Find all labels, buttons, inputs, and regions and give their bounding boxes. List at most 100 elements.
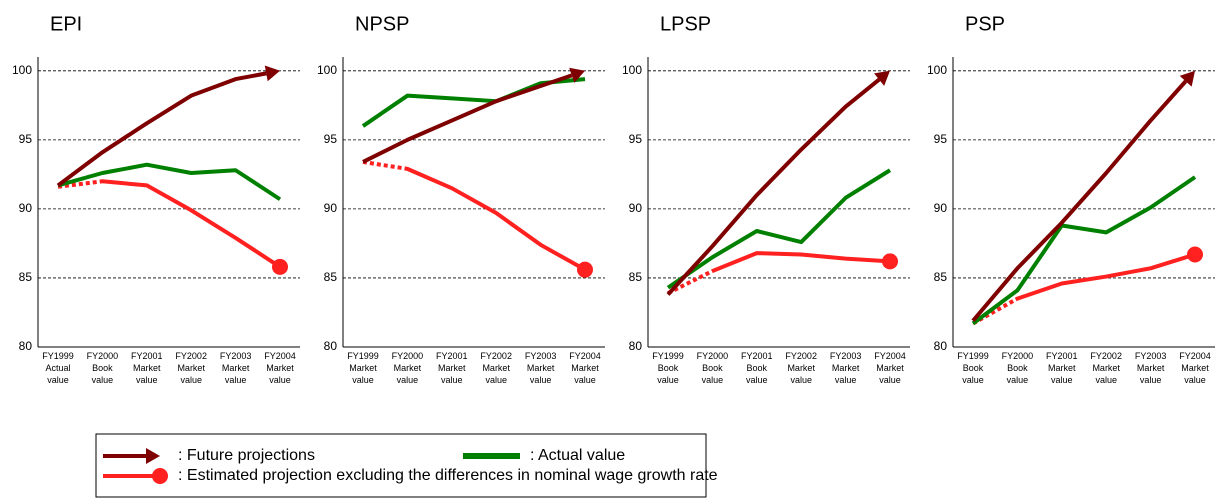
x-tick-label-line: Market	[787, 363, 815, 373]
x-tick-label-line: value	[1140, 375, 1162, 385]
x-tick-label-line: value	[1051, 375, 1073, 385]
x-tick-label-line: FY2002	[1090, 351, 1122, 361]
legend-label: : Estimated projection excluding the dif…	[178, 467, 718, 484]
x-tick-label-line: FY1999	[957, 351, 989, 361]
x-tick-label-line: Actual	[45, 363, 70, 373]
end-dot	[577, 261, 593, 278]
end-dot	[1187, 246, 1203, 263]
x-tick-label-line: Book	[702, 363, 723, 373]
x-tick-label-line: value	[180, 375, 202, 385]
legend-label: : Actual value	[530, 447, 625, 464]
legend-swatch-arrow	[146, 448, 160, 464]
x-tick-label-line: value	[397, 375, 419, 385]
y-tick-label: 85	[934, 270, 948, 284]
legend-swatch-dot	[152, 468, 168, 484]
x-tick-label-line: Market	[266, 363, 294, 373]
x-tick-label-line: Market	[438, 363, 466, 373]
x-tick-label-line: Market	[527, 363, 555, 373]
x-tick-label: FY2002 Market value	[1090, 351, 1122, 385]
y-tick-label: 80	[629, 339, 643, 353]
y-tick-label: 90	[934, 201, 948, 215]
x-tick-label-line: FY1999	[42, 351, 74, 361]
x-tick-label-line: FY1999	[652, 351, 684, 361]
y-tick-label: 95	[19, 132, 33, 146]
x-tick-label-line: FY2004	[569, 351, 601, 361]
x-tick-label: FY1999 Book value	[957, 351, 989, 385]
x-tick-label: FY1999 Market value	[347, 351, 379, 385]
y-tick-label: 90	[324, 201, 338, 215]
series-line	[666, 168, 892, 290]
x-tick-label: FY2001 Market value	[131, 351, 163, 385]
series-line	[971, 175, 1197, 326]
x-tick-label-line: value	[746, 375, 768, 385]
panel-title: EPI	[50, 13, 82, 35]
x-tick-label-line: value	[47, 375, 69, 385]
x-tick-label-line: value	[225, 375, 247, 385]
y-tick-label: 95	[629, 132, 643, 146]
x-tick-label-line: Market	[571, 363, 599, 373]
x-tick-label-line: value	[1007, 375, 1029, 385]
x-tick-label-line: FY1999	[347, 351, 379, 361]
x-tick-label-line: Book	[747, 363, 768, 373]
x-tick-label-line: FY2002	[175, 351, 207, 361]
x-tick-label-line: Market	[394, 363, 422, 373]
x-tick-label: FY2000 Book value	[697, 351, 729, 385]
x-tick-label-line: Book	[963, 363, 984, 373]
x-tick-label: FY2004 Market value	[569, 351, 601, 385]
x-tick-label: FY2001 Market value	[1046, 351, 1078, 385]
panel-title: PSP	[965, 13, 1005, 35]
x-tick-label: FY1999 Actual value	[42, 351, 74, 385]
x-tick-label-line: Book	[92, 363, 113, 373]
y-tick-label: 95	[934, 132, 948, 146]
x-tick-label: FY2004 Market value	[874, 351, 906, 385]
x-tick-label-line: value	[574, 375, 596, 385]
x-tick-label-line: FY2000	[1002, 351, 1034, 361]
end-dot	[272, 258, 288, 275]
x-tick-label-line: Book	[1007, 363, 1028, 373]
x-tick-label-line: FY2004	[1179, 351, 1211, 361]
x-tick-label-line: Market	[349, 363, 377, 373]
y-tick-label: 80	[324, 339, 338, 353]
x-tick-label-line: value	[269, 375, 291, 385]
x-tick-label-line: value	[1095, 375, 1117, 385]
x-tick-label-line: FY2000	[697, 351, 729, 361]
panel-title: LPSP	[660, 13, 711, 35]
x-tick-label-line: Market	[1181, 363, 1209, 373]
series-line	[362, 159, 586, 272]
y-tick-label: 85	[629, 270, 643, 284]
x-tick-label: FY2002 Market value	[785, 351, 817, 385]
y-tick-label: 95	[324, 132, 338, 146]
x-tick-label: FY2004 Market value	[264, 351, 296, 385]
x-tick-label: FY2000 Market value	[392, 351, 424, 385]
arrow-head	[569, 67, 585, 83]
x-tick-label-line: FY2001	[1046, 351, 1078, 361]
y-tick-label: 85	[324, 270, 338, 284]
y-tick-label: 90	[19, 201, 33, 215]
series-line	[361, 77, 586, 128]
series-line	[667, 251, 891, 295]
x-tick-label-line: Market	[876, 363, 904, 373]
x-tick-label: FY2002 Market value	[175, 351, 207, 385]
arrow-head	[264, 65, 280, 82]
series-line	[57, 179, 282, 269]
y-tick-label: 80	[19, 339, 33, 353]
series-line	[56, 71, 267, 188]
x-tick-label-line: FY2002	[480, 351, 512, 361]
series-line	[972, 252, 1196, 326]
x-tick-label-line: FY2004	[264, 351, 296, 361]
series-line	[666, 78, 881, 296]
x-tick-label: FY2003 Market value	[830, 351, 862, 385]
x-tick-label-line: value	[92, 375, 114, 385]
x-tick-label: FY2003 Market value	[220, 351, 252, 385]
x-tick-label: FY1999 Book value	[652, 351, 684, 385]
x-tick-label: FY2003 Market value	[1135, 351, 1167, 385]
x-tick-label-line: Market	[1137, 363, 1165, 373]
y-tick-label: 85	[19, 270, 33, 284]
x-tick-label-line: FY2001	[131, 351, 163, 361]
x-tick-label-line: FY2001	[436, 351, 468, 361]
x-tick-label-line: FY2000	[87, 351, 119, 361]
y-tick-label: 100	[622, 63, 642, 77]
x-tick-label-line: value	[702, 375, 724, 385]
y-tick-label: 100	[12, 63, 32, 77]
